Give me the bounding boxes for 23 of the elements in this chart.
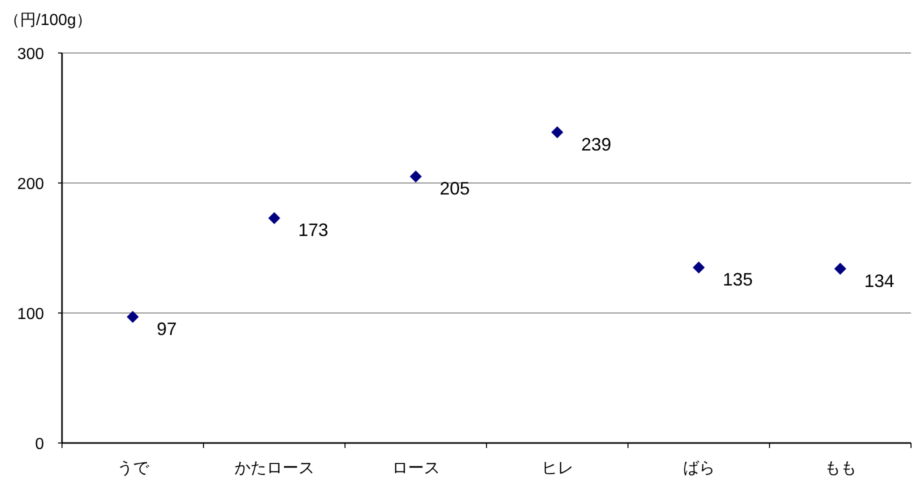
point — [268, 212, 280, 224]
data-label: 134 — [864, 270, 894, 291]
point — [410, 170, 422, 182]
y-tick-label: 300 — [17, 46, 44, 63]
x-tick-label: ヒレ — [541, 460, 574, 477]
data-label: 97 — [156, 318, 177, 339]
x-tick-label: もも — [824, 460, 856, 477]
point — [834, 262, 846, 275]
point — [551, 126, 564, 138]
point — [692, 262, 705, 274]
data-label: 239 — [581, 134, 612, 154]
x-tick-label: ばら — [682, 460, 715, 477]
y-axis-title: （円/100g） — [4, 12, 92, 29]
point — [126, 310, 139, 323]
x-tick-label: ロース — [392, 460, 440, 477]
x-tick-label: かたロース — [234, 460, 314, 477]
x-tick-label: うで — [116, 460, 150, 477]
y-tick-label: 100 — [17, 306, 44, 323]
data-label: 135 — [722, 270, 753, 290]
data-label: 173 — [298, 220, 328, 240]
y-tick-label: 0 — [35, 436, 44, 453]
y-tick-label: 200 — [17, 176, 44, 193]
data-label: 205 — [440, 178, 470, 198]
